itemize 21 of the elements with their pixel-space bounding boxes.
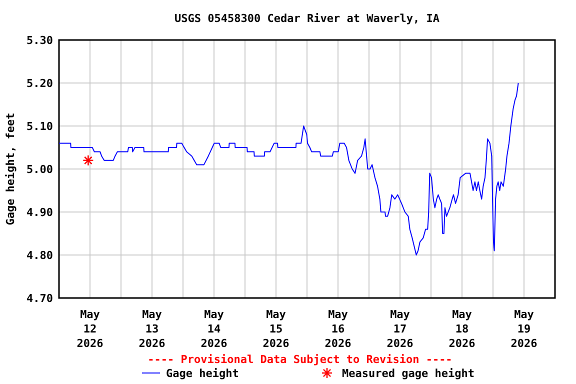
legend-label: Measured gage height — [342, 367, 474, 380]
y-tick-label: 4.90 — [26, 206, 53, 219]
chart-title: USGS 05458300 Cedar River at Waverly, IA — [174, 12, 440, 25]
x-tick-label: May 17 2026 — [386, 308, 414, 350]
y-axis-title: Gage height, feet — [4, 112, 17, 226]
x-tick-label: May 19 2026 — [510, 308, 538, 350]
y-tick-label: 4.70 — [26, 292, 53, 305]
y-tick-label: 4.80 — [26, 249, 53, 262]
line-series — [58, 82, 519, 256]
y-tick-label: 5.30 — [26, 34, 53, 47]
y-tick-label: 5.20 — [26, 77, 53, 90]
x-tick-label: May 15 2026 — [262, 308, 290, 350]
text: ---- Provisional Data Subject to Revision ---- — [148, 353, 452, 366]
x-tick-label: May 12 2026 — [76, 308, 104, 350]
y-tick-label: 5.00 — [26, 163, 53, 176]
x-tick-label: May 13 2026 — [138, 308, 166, 350]
x-tick-label: May 18 2026 — [448, 308, 476, 350]
y-tick-label: 5.10 — [26, 120, 53, 133]
legend-label: Gage height — [166, 367, 239, 380]
x-tick-label: May 14 2026 — [200, 308, 228, 350]
x-tick-label: May 16 2026 — [324, 308, 352, 350]
